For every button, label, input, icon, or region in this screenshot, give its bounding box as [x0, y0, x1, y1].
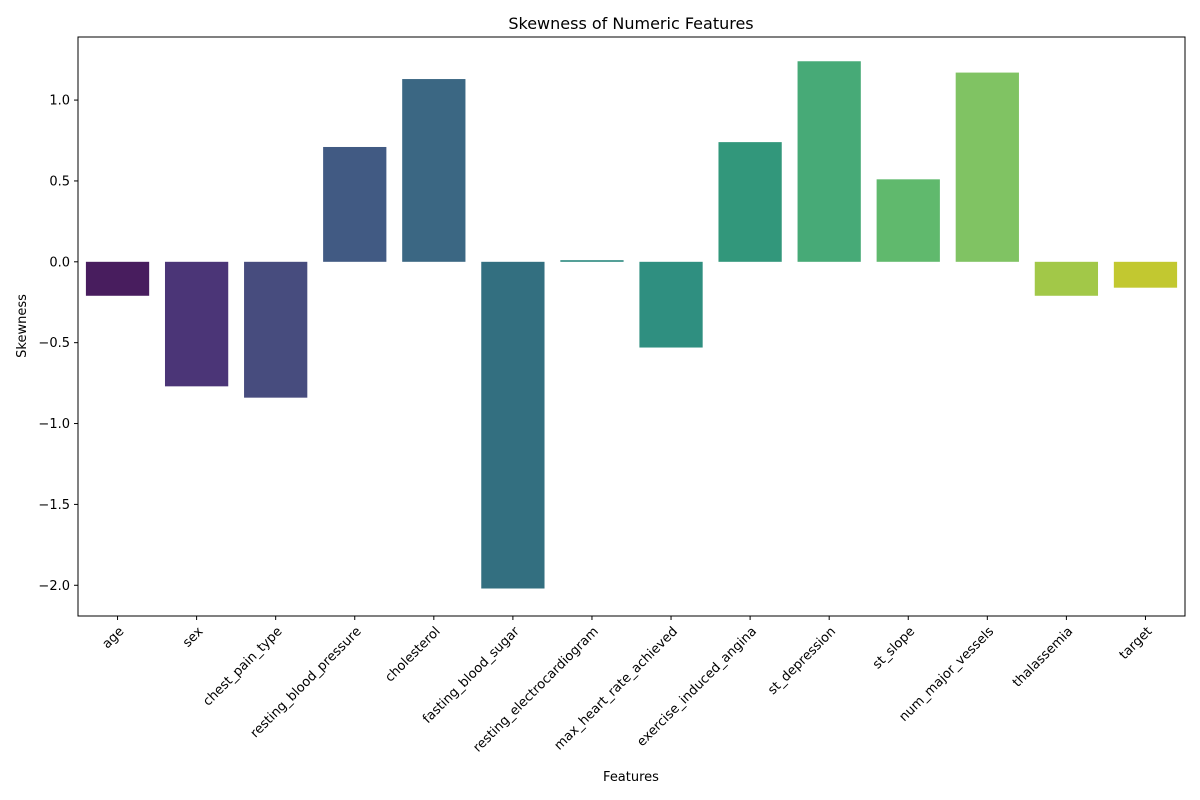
bar-cholesterol [402, 79, 466, 262]
bars-group [85, 61, 1178, 589]
y-tick-label: 0.5 [49, 174, 70, 189]
x-tick-label-st-depression: st_depression [765, 624, 839, 698]
bar-sex [164, 261, 229, 387]
bar-max-heart-rate-achieved [639, 261, 703, 348]
bar-chest-pain-type [244, 261, 308, 398]
y-tick-label: 0.0 [49, 255, 70, 270]
bar-target [1113, 261, 1178, 288]
x-tick-label-age: age [100, 624, 128, 652]
x-tick-label-thalassemia: thalassemia [1010, 624, 1076, 690]
x-tick-label-target: target [1117, 624, 1156, 663]
x-tick-label-sex: sex [180, 624, 207, 651]
y-tick-label: −2.0 [38, 579, 70, 594]
bar-age [85, 261, 150, 296]
x-tick-label-cholesterol: cholesterol [383, 624, 444, 685]
chart-title: Skewness of Numeric Features [508, 14, 753, 33]
bar-num-major-vessels [955, 72, 1019, 262]
x-axis-label: Features [603, 770, 659, 785]
bar-st-slope [876, 179, 940, 262]
y-tick-label: −0.5 [38, 336, 70, 351]
y-tick-label: −1.5 [38, 498, 70, 513]
y-tick-label: 1.0 [49, 94, 70, 109]
bar-resting-blood-pressure [323, 146, 387, 262]
y-axis-ticks: −2.0 −1.5 −1.0 −0.5 0.0 0.5 1.0 [38, 94, 78, 594]
x-tick-label-st-slope: st_slope [870, 624, 918, 672]
y-tick-label: −1.0 [38, 417, 70, 432]
bar-thalassemia [1034, 261, 1099, 296]
plot-frame [77, 36, 1186, 617]
x-tick-label-chest-pain-type: chest_pain_type [200, 624, 285, 709]
bar-exercise-induced-angina [718, 142, 782, 262]
bar-st-depression [797, 61, 861, 262]
x-tick-label-resting-electrocardiogram: resting_electrocardiogram [471, 624, 602, 755]
bar-fasting-blood-sugar [481, 261, 545, 589]
x-axis-ticks: age sexchest_pain_typeresting_blood_press… [100, 616, 1156, 756]
y-axis-label: Skewness [15, 294, 30, 358]
bar-resting-electrocardiogram [560, 260, 624, 262]
